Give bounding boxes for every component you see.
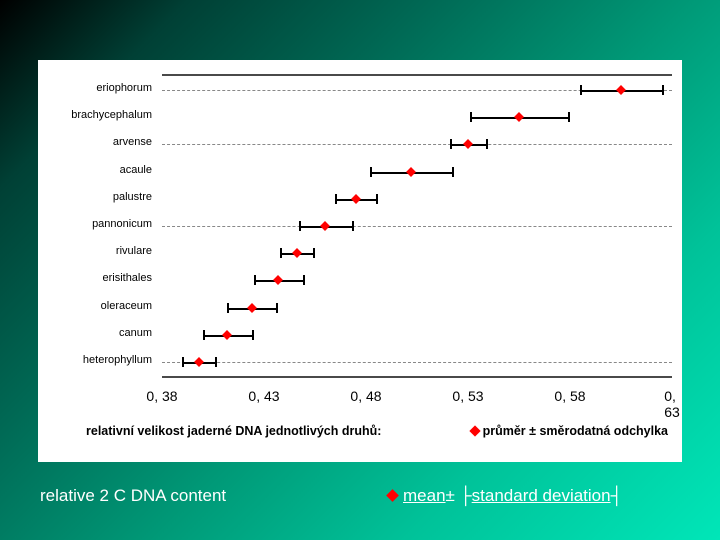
mean-marker [292,248,302,258]
mean-marker [320,221,330,231]
plot-area [162,74,672,378]
mean-marker [616,85,626,95]
gridline [162,226,672,227]
error-cap [182,357,184,367]
category-label: erisithales [38,272,152,284]
category-label: arvense [38,136,152,148]
error-cap [252,330,254,340]
error-cap [215,357,217,367]
mean-marker [222,330,232,340]
x-tick-label: 0, 48 [350,388,381,404]
error-cap [662,85,664,95]
gridline [162,144,672,145]
x-tick-label: 0, 63 [664,388,680,420]
error-cap [470,112,472,122]
caption-right-text: průměr ± směrodatná odchylka [483,424,668,438]
error-cap [227,303,229,313]
mean-marker [351,194,361,204]
category-label: oleraceum [38,300,152,312]
x-tick-label: 0, 53 [452,388,483,404]
error-cap [568,112,570,122]
error-cap [450,139,452,149]
diamond-icon [386,489,399,502]
error-cap [352,221,354,231]
error-cap [276,303,278,313]
x-tick-label: 0, 43 [248,388,279,404]
mean-marker [194,357,204,367]
footer-left: relative 2 C DNA content [40,486,226,506]
error-cap [335,194,337,204]
category-label: pannonicum [38,218,152,230]
caption-left: relativní velikost jaderné DNA jednotliv… [86,424,381,438]
category-label: heterophyllum [38,354,152,366]
x-tick-label: 0, 58 [554,388,585,404]
mean-marker [514,112,524,122]
mean-marker [406,167,416,177]
mean-marker [273,275,283,285]
chart-card: eriophorum brachycephalum arvense acaule pal… [38,60,682,462]
caption-right: průměr ± směrodatná odchylka [471,424,668,438]
category-label: rivulare [38,245,152,257]
category-label: palustre [38,191,152,203]
x-axis-labels: 0, 380, 430, 480, 530, 580, 63 [162,388,672,408]
footer-mean: mean [403,486,446,505]
error-cap [376,194,378,204]
error-cap [280,248,282,258]
error-cap [370,167,372,177]
error-cap [203,330,205,340]
category-label: brachycephalum [38,109,152,121]
error-cap [313,248,315,258]
category-label: acaule [38,164,152,176]
gridline [162,362,672,363]
error-cap [254,275,256,285]
error-cap [452,167,454,177]
error-cap [580,85,582,95]
x-tick-label: 0, 38 [146,388,177,404]
error-cap [486,139,488,149]
category-label: eriophorum [38,82,152,94]
footer-right: mean± ├standard deviation┤ [388,486,623,506]
mean-marker [247,303,257,313]
diamond-icon [469,425,480,436]
category-label: canum [38,327,152,339]
mean-marker [463,139,473,149]
footer-pm: ± [446,486,455,505]
footer-sd: standard deviation [472,486,611,505]
error-cap [299,221,301,231]
error-cap [303,275,305,285]
